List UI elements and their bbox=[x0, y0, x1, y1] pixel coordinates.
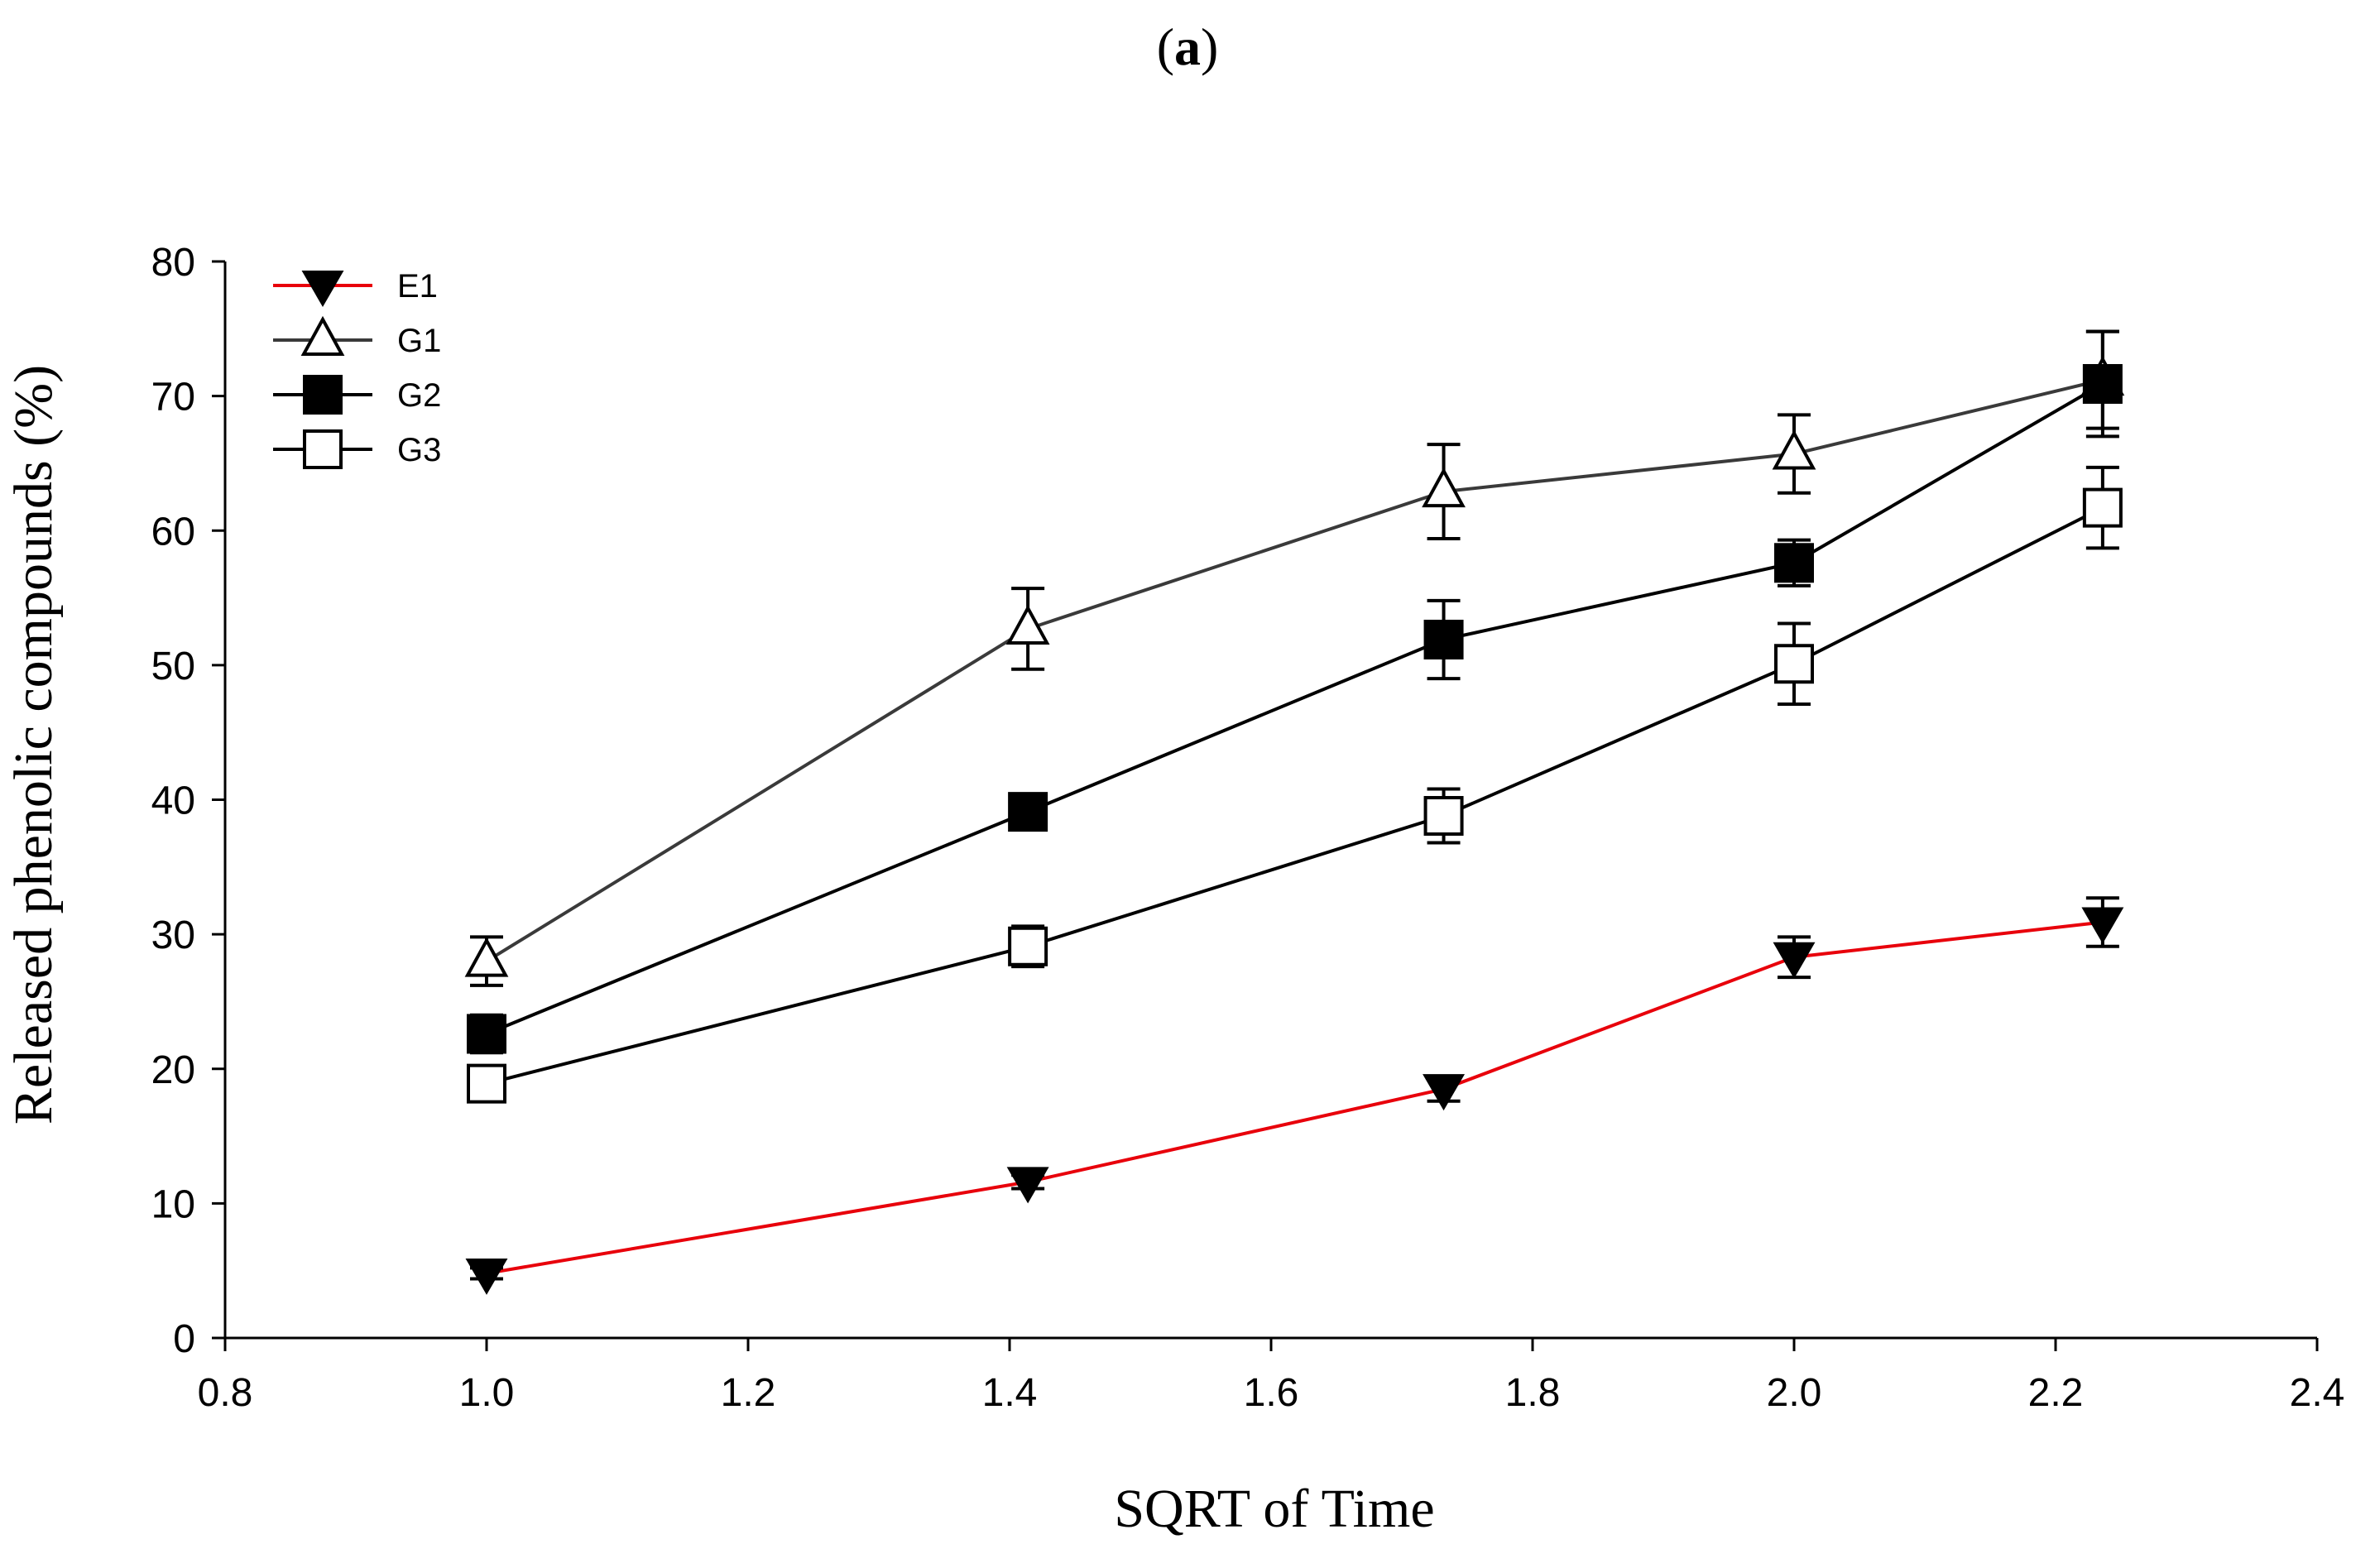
data-point-e1 bbox=[1773, 942, 1816, 979]
legend-label-g2: G2 bbox=[397, 377, 441, 414]
data-point-g3 bbox=[1774, 644, 1814, 684]
y-tick-label: 50 bbox=[151, 645, 195, 688]
data-point-g3 bbox=[1423, 796, 1464, 837]
markers bbox=[464, 355, 2125, 1295]
legend-marker-g2 bbox=[303, 375, 343, 415]
y-tick-label: 70 bbox=[151, 376, 195, 420]
series-line-g3 bbox=[486, 506, 2104, 1086]
y-tick-label: 20 bbox=[151, 1048, 195, 1092]
legend-marker-g1 bbox=[300, 315, 345, 356]
data-point-g2 bbox=[2082, 363, 2123, 404]
y-tick-label: 10 bbox=[151, 1182, 195, 1226]
legend-label-g3: G3 bbox=[397, 432, 441, 468]
data-point-g2 bbox=[467, 1014, 506, 1054]
data-point-g1 bbox=[464, 937, 509, 977]
data-point-g2 bbox=[1774, 543, 1814, 583]
data-point-g2 bbox=[1423, 619, 1464, 659]
axes: 0.8 1.0 1.2 1.4 1.6 1.8 2.0 2.2 2.4 0 10 20 30 40 50 60… bbox=[151, 241, 2345, 1415]
series-line-g1 bbox=[485, 378, 2104, 963]
legend-marker-g3 bbox=[303, 429, 343, 469]
chart-title: (a) bbox=[1157, 17, 1219, 76]
data-point-g3 bbox=[2082, 487, 2123, 528]
y-tick-label: 0 bbox=[173, 1317, 195, 1361]
data-point-e1 bbox=[465, 1258, 508, 1295]
x-tick-label: 1.0 bbox=[459, 1371, 515, 1415]
x-tick-label: 1.6 bbox=[1244, 1371, 1299, 1415]
x-tick-label: 0.8 bbox=[198, 1371, 253, 1415]
series-line-e1 bbox=[486, 920, 2104, 1275]
legend-marker-e1 bbox=[301, 271, 344, 307]
data-point-g2 bbox=[1008, 792, 1048, 832]
x-tick-label: 1.2 bbox=[721, 1371, 776, 1415]
y-tick-label: 40 bbox=[151, 779, 195, 823]
data-point-g3 bbox=[1008, 926, 1048, 966]
legend: E1 G1 G2 G3 bbox=[273, 268, 441, 469]
y-tick-label: 60 bbox=[151, 510, 195, 554]
data-point-g1 bbox=[1422, 467, 1466, 508]
data-point-g3 bbox=[467, 1063, 506, 1104]
legend-label-e1: E1 bbox=[397, 268, 438, 304]
data-point-g1 bbox=[1005, 604, 1050, 645]
data-point-g1 bbox=[1772, 429, 1816, 470]
x-tick-label: 2.0 bbox=[1767, 1371, 1822, 1415]
series-lines bbox=[485, 378, 2104, 1275]
data-point-e1 bbox=[1423, 1074, 1466, 1111]
x-tick-label: 2.2 bbox=[2028, 1371, 2084, 1415]
series-line-g2 bbox=[486, 382, 2104, 1036]
x-axis-title: SQRT of Time bbox=[1114, 1479, 1434, 1539]
legend-label-g1: G1 bbox=[397, 323, 441, 359]
x-tick-label: 1.4 bbox=[982, 1371, 1038, 1415]
error-bars bbox=[470, 329, 2119, 1281]
x-tick-label: 1.8 bbox=[1505, 1371, 1561, 1415]
data-point-e1 bbox=[2081, 907, 2124, 944]
y-axis-title: Released phenolic compounds (%) bbox=[3, 365, 64, 1124]
x-tick-label: 2.4 bbox=[2290, 1371, 2345, 1415]
y-tick-label: 30 bbox=[151, 913, 195, 957]
y-tick-label: 80 bbox=[151, 241, 195, 285]
data-point-e1 bbox=[1006, 1167, 1049, 1204]
